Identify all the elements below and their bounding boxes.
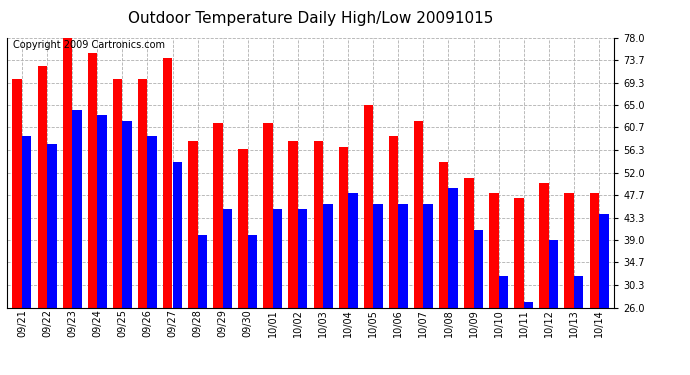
Bar <box>213 123 223 308</box>
Bar <box>88 53 97 307</box>
Bar <box>264 123 273 308</box>
Bar <box>473 230 483 308</box>
Bar <box>339 147 348 308</box>
Bar <box>138 79 148 308</box>
Bar <box>364 105 373 308</box>
Bar <box>163 58 172 308</box>
Bar <box>273 209 282 308</box>
Bar <box>323 204 333 308</box>
Bar <box>373 204 383 308</box>
Bar <box>288 141 298 308</box>
Bar <box>540 183 549 308</box>
Bar <box>348 193 357 308</box>
Bar <box>148 136 157 308</box>
Bar <box>37 66 47 308</box>
Bar <box>564 193 574 308</box>
Bar <box>298 209 308 308</box>
Bar <box>63 38 72 308</box>
Bar <box>238 149 248 308</box>
Bar <box>223 209 233 308</box>
Bar <box>464 178 473 308</box>
Bar <box>172 162 182 308</box>
Bar <box>514 198 524 308</box>
Bar <box>188 141 197 308</box>
Bar <box>248 235 257 308</box>
Bar <box>524 302 533 307</box>
Bar <box>424 204 433 308</box>
Text: Copyright 2009 Cartronics.com: Copyright 2009 Cartronics.com <box>13 40 165 50</box>
Bar <box>12 79 22 308</box>
Bar <box>489 193 499 308</box>
Text: Outdoor Temperature Daily High/Low 20091015: Outdoor Temperature Daily High/Low 20091… <box>128 11 493 26</box>
Bar <box>549 240 558 308</box>
Bar <box>47 144 57 308</box>
Bar <box>97 116 107 308</box>
Bar <box>22 136 32 308</box>
Bar <box>589 193 599 308</box>
Bar <box>414 121 424 308</box>
Bar <box>197 235 207 308</box>
Bar <box>499 276 509 308</box>
Bar <box>439 162 449 308</box>
Bar <box>313 141 323 308</box>
Bar <box>388 136 398 308</box>
Bar <box>72 110 81 308</box>
Bar <box>112 79 122 308</box>
Bar <box>599 214 609 308</box>
Bar <box>122 121 132 308</box>
Bar <box>398 204 408 308</box>
Bar <box>448 188 458 308</box>
Bar <box>574 276 584 308</box>
